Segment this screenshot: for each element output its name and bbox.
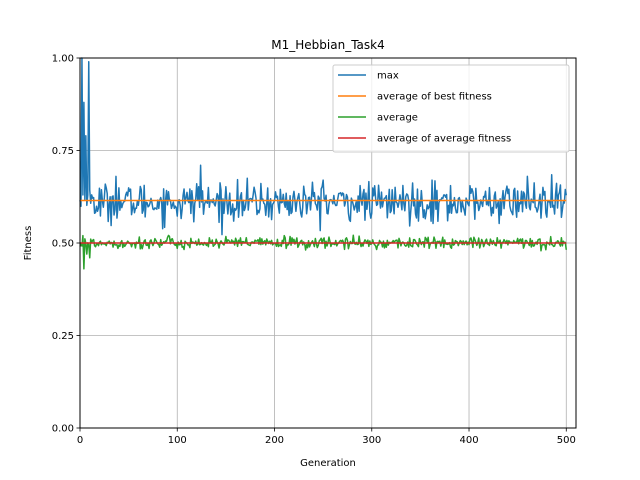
axis-ticks: 0 100 200 300 400 500 0.00 0.25 0.50 0.75 1.00	[52, 54, 576, 447]
x-tick-label: 500	[557, 435, 576, 446]
legend-label: average of average fitness	[377, 134, 511, 145]
x-tick-label: 200	[265, 435, 284, 446]
x-tick-label: 100	[168, 435, 187, 446]
plot-series	[79, 57, 568, 270]
y-tick-label: 0.00	[52, 424, 74, 435]
x-tick-label: 300	[362, 435, 381, 446]
y-tick-label: 0.25	[52, 331, 74, 342]
y-tick-label: 0.50	[52, 239, 74, 250]
x-tick-label: 0	[77, 435, 83, 446]
chart-title: M1_Hebbian_Task4	[271, 38, 384, 52]
y-axis-label: Fitness	[23, 226, 34, 261]
series-line	[79, 234, 568, 270]
x-axis-label: Generation	[300, 458, 356, 469]
y-tick-label: 0.75	[52, 146, 74, 157]
legend: max average of best fitness average average…	[332, 64, 570, 153]
legend-label: max	[377, 71, 399, 82]
y-tick-label: 1.00	[52, 54, 74, 65]
series-line	[79, 57, 568, 236]
legend-label: average of best fitness	[377, 92, 492, 103]
legend-box	[332, 64, 570, 153]
x-tick-label: 400	[459, 435, 478, 446]
legend-label: average	[377, 113, 418, 124]
